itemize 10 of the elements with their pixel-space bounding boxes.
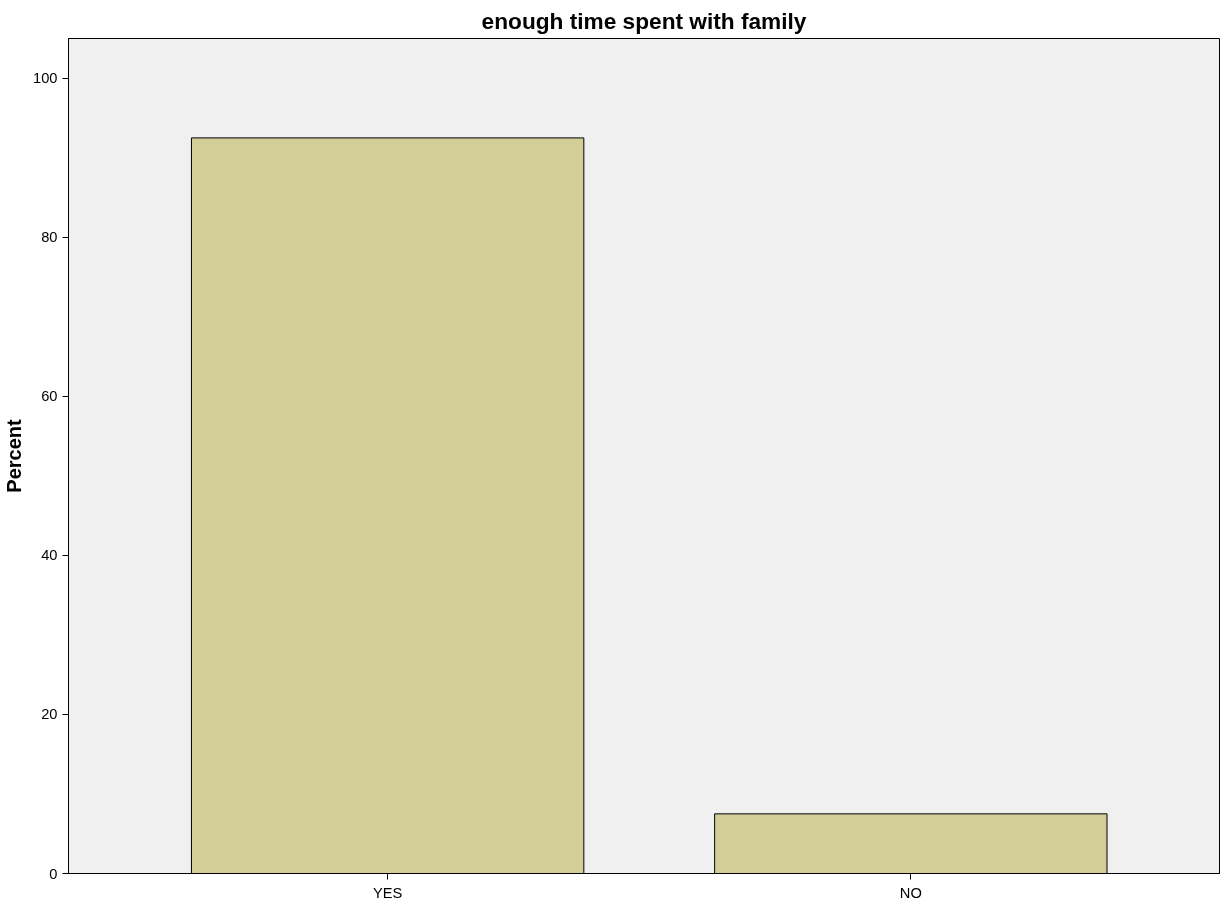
x-tick-label: YES bbox=[372, 884, 403, 901]
y-axis-title: Percent bbox=[3, 418, 26, 493]
y-tick-label: 0 bbox=[49, 865, 58, 882]
y-tick-label: 100 bbox=[33, 70, 58, 87]
y-tick-label: 20 bbox=[41, 706, 58, 723]
y-tick-label: 60 bbox=[41, 388, 58, 405]
chart-title: enough time spent with family bbox=[481, 7, 807, 34]
x-tick-label: NO bbox=[899, 884, 922, 901]
y-tick-label: 80 bbox=[41, 229, 58, 246]
y-tick-label: 40 bbox=[41, 547, 58, 564]
